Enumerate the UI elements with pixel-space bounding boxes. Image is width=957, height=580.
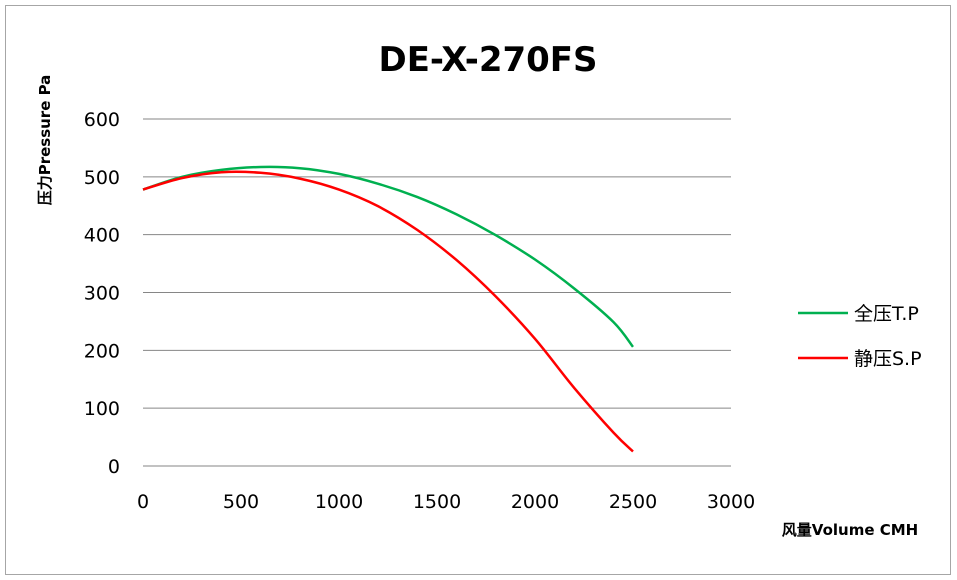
x-tick-labels: 0 500 1000 1500 2000 2500 3000 [137, 491, 755, 513]
y-tick-label: 100 [84, 398, 120, 420]
series-line-1 [142, 170, 634, 453]
legend-label-1: 静压S.P [854, 348, 922, 370]
x-tick-label: 1000 [315, 491, 363, 513]
y-tick-label: 400 [84, 225, 120, 247]
x-tick-label: 0 [137, 491, 149, 513]
series-lines [142, 165, 634, 453]
y-tick-labels: 0 100 200 300 400 500 600 [84, 109, 120, 478]
y-tick-label: 300 [84, 283, 120, 305]
series-line-0 [142, 165, 634, 348]
x-tick-label: 1500 [413, 491, 461, 513]
y-tick-label: 0 [108, 456, 120, 478]
x-tick-label: 2000 [511, 491, 559, 513]
y-tick-label: 600 [84, 109, 120, 131]
x-tick-label: 2500 [609, 491, 657, 513]
chart-frame [5, 5, 951, 575]
gridlines [143, 118, 731, 467]
chart-title: DE-X-270FS [378, 40, 597, 80]
x-tick-label: 3000 [707, 491, 755, 513]
x-tick-label: 500 [223, 491, 259, 513]
y-axis-label: 压力Pressure Pa [36, 75, 54, 206]
x-axis-label: 风量Volume CMH [782, 521, 918, 539]
y-tick-label: 200 [84, 340, 120, 362]
y-tick-label: 500 [84, 167, 120, 189]
legend-label-0: 全压T.P [854, 303, 919, 325]
legend: 全压T.P 静压S.P [798, 303, 922, 370]
